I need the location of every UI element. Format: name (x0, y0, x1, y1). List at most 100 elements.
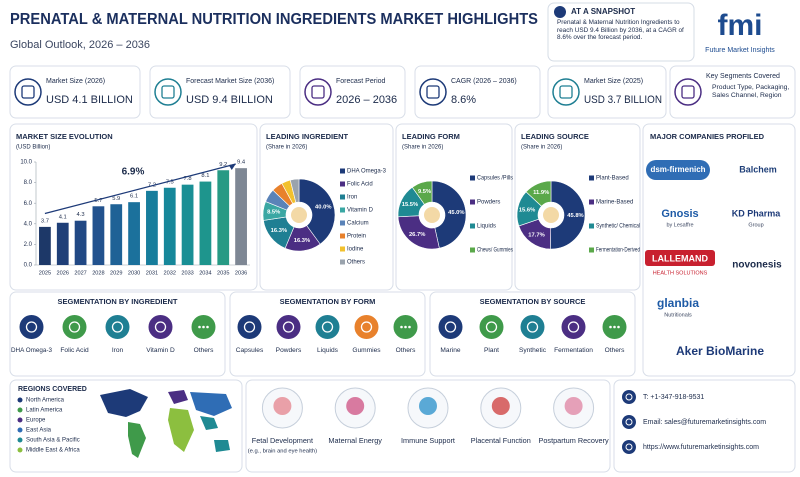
kpi-label: Forecast Market Size (2036) (186, 78, 274, 85)
panel (613, 379, 796, 473)
segment-label: Powders (276, 347, 302, 354)
segment-label: Others (396, 347, 416, 354)
chart-title: LEADING FORM (402, 132, 460, 141)
company-name: KD Pharma (732, 208, 782, 218)
benefit-glyph (564, 397, 583, 415)
kpi-value: USD 9.4 BILLION (186, 94, 273, 106)
value-label: 3.7 (41, 218, 49, 224)
logo-name: Future Market Insights (705, 47, 775, 54)
value-label: 4.1 (59, 214, 67, 220)
segment-icon (237, 315, 262, 339)
bar (235, 168, 247, 265)
icon-glyph (567, 321, 580, 333)
benefit-glyph (346, 397, 365, 415)
legend-swatch (470, 247, 475, 253)
benefit-glyph (419, 397, 437, 415)
company-name: novonesis (732, 260, 782, 271)
legend-label: Liquids (477, 224, 496, 230)
donut-slice (397, 215, 440, 250)
segment-label: Gummies (352, 347, 381, 354)
region-label: South Asia & Pacific (26, 438, 80, 444)
segment-label: Plant (484, 347, 499, 354)
segment-title: SEGMENTATION BY FORM (280, 297, 376, 306)
bar (128, 202, 140, 265)
region-dot (17, 417, 23, 423)
benefit-glyph (491, 397, 510, 415)
legend-swatch (470, 175, 475, 181)
page-subtitle: Global Outlook, 2026 – 2036 (10, 39, 150, 51)
panel (547, 65, 667, 119)
y-tick-label: 0.0 (24, 263, 33, 269)
donut-slice (411, 180, 433, 205)
icon-dot (408, 325, 411, 329)
contact-text: Email: sales@futuremarketinsights.com (643, 419, 766, 426)
icon-dot (609, 325, 612, 329)
contact-icon (622, 390, 636, 404)
kpi-icon-glyph (426, 85, 440, 99)
donut-slice (289, 178, 300, 203)
snapshot-title: AT A SNAPSHOT (571, 7, 635, 16)
legend-label: Marine-Based (596, 200, 633, 206)
map-region (200, 416, 218, 430)
x-tick-label: 2029 (110, 270, 122, 276)
company-name: dsm-firmenich (650, 165, 705, 174)
x-tick-label: 2032 (164, 270, 176, 276)
x-tick-label: 2028 (92, 270, 104, 276)
segment-icon (354, 315, 379, 339)
legend-swatch (470, 223, 475, 229)
legend-label: Synthetic/ Chemical (596, 224, 640, 230)
kpi-value: Product Type, Packaging, Sales Channel, … (712, 84, 790, 100)
bar (56, 222, 69, 265)
x-tick-label: 2025 (39, 270, 51, 276)
company-sub: by Lesaffre (666, 222, 693, 228)
donut-slice (549, 180, 586, 250)
company-name: Gnosis (661, 208, 698, 220)
y-tick-label: 10.0 (20, 160, 32, 166)
value-label: 6.1 (130, 194, 138, 200)
panel (414, 65, 541, 119)
x-tick-label: 2034 (199, 270, 211, 276)
bar (146, 190, 158, 265)
snapshot-icon (554, 6, 566, 18)
legend-swatch (340, 168, 345, 174)
value-label: 7.5 (166, 179, 174, 185)
benefit-label: Postpartum Recovery (539, 436, 610, 445)
trend-arrow (44, 163, 236, 215)
contact-glyph (625, 443, 633, 451)
x-tick-label: 2030 (128, 270, 140, 276)
bar (217, 170, 230, 265)
value-label: 7.8 (184, 176, 192, 182)
kpi-value: 2026 – 2036 (336, 94, 397, 106)
region-label: Middle East & Africa (26, 448, 80, 454)
donut-slice (431, 180, 467, 249)
bar (181, 184, 194, 265)
bar (199, 181, 212, 265)
legend-label: Others (347, 260, 365, 266)
page-title: PRENATAL & MATERNAL NUTRITION INGREDIENT… (10, 11, 538, 28)
legend-swatch (589, 199, 594, 205)
legend-label: Fermentation-Derived (596, 248, 640, 254)
segment-label: Fermentation (554, 347, 593, 354)
benefit-note: (e.g., brain and eye health) (248, 449, 317, 455)
kpi-label: Market Size (2026) (46, 78, 105, 85)
map-region (100, 389, 148, 417)
benefit-label: Maternal Energy (328, 436, 382, 445)
segment-icon (520, 315, 545, 339)
icon-glyph (526, 321, 539, 333)
value-label: 8.5% (267, 210, 280, 216)
donut-center-icon (543, 207, 559, 223)
legend-label: Protein (347, 234, 366, 240)
y-tick-label: 6.0 (24, 201, 33, 207)
donut-center-icon (291, 207, 307, 223)
legend-label: Chews/ Gummies (477, 248, 513, 254)
regions-title: REGIONS COVERED (18, 386, 87, 393)
value-label: 15.5% (402, 202, 418, 208)
panel (9, 65, 141, 119)
icon-dot (202, 325, 205, 329)
icon-glyph (154, 321, 167, 333)
kpi-icon-glyph (559, 85, 573, 99)
company-name: LALLEMAND (652, 253, 708, 263)
region-dot (17, 447, 23, 453)
segment-title: SEGMENTATION BY SOURCE (480, 297, 586, 306)
legend-swatch (340, 259, 345, 265)
